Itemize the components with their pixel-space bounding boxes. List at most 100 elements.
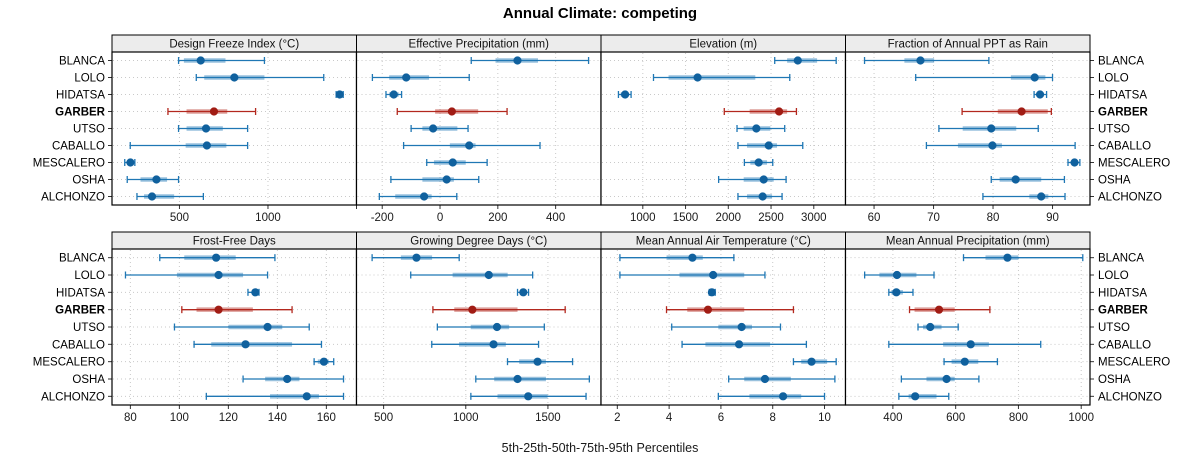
site-label-left: MESCALERO	[33, 357, 105, 369]
x-tick-label: 1500	[535, 412, 561, 424]
panel-mean-annual-precipitation-mm: Mean Annual Precipitation (mm) 400 600 800 1…	[844, 231, 1170, 424]
median-dot	[428, 124, 438, 133]
median-dot	[319, 357, 329, 366]
median-dot	[202, 141, 211, 150]
median-dot	[807, 357, 816, 366]
median-dot	[212, 253, 221, 262]
panel-elevation-m: Elevation (m) 1000 1500 2000 2500 3000	[600, 34, 847, 224]
site-label-right: LOLO	[1098, 270, 1129, 282]
site-label-right: HIDATSA	[1098, 90, 1147, 102]
median-dot	[447, 107, 456, 116]
median-dot	[707, 288, 716, 297]
series-caballo	[431, 340, 540, 349]
series-lolo	[371, 73, 470, 82]
series-caballo	[193, 340, 323, 349]
median-dot	[764, 141, 773, 150]
median-dot	[420, 192, 429, 201]
median-dot	[214, 270, 223, 280]
median-dot	[926, 322, 935, 332]
median-dot	[489, 340, 498, 349]
median-dot	[734, 340, 744, 349]
x-tick-label: 1000	[453, 412, 479, 424]
median-dot	[987, 124, 996, 133]
series-lolo	[915, 73, 1054, 82]
median-dot	[793, 56, 802, 65]
median-dot	[412, 253, 421, 262]
site-label-right: BLANCA	[1098, 253, 1144, 265]
site-label-left: ALCHONZO	[41, 192, 105, 204]
median-dot	[389, 90, 398, 99]
panel-design-freeze-index-c: Design Freeze Index (°C) 500 1000 BLANCA LOL…	[33, 34, 358, 224]
panel-title: Frost-Free Days	[193, 236, 276, 248]
site-label-left: LOLO	[74, 270, 105, 282]
site-label-right: MESCALERO	[1098, 357, 1170, 369]
series-hidatsa	[385, 90, 403, 99]
panel-title: Mean Annual Air Temperature (°C)	[636, 236, 811, 248]
median-dot	[230, 73, 239, 82]
series-caballo	[402, 141, 541, 150]
median-dot	[693, 73, 702, 82]
site-label-left: GARBER	[55, 107, 106, 119]
x-tick-label: 400	[883, 412, 902, 424]
series-osha	[475, 374, 590, 384]
median-dot	[448, 158, 457, 167]
series-lolo	[652, 73, 791, 82]
series-osha	[900, 374, 980, 384]
series-utso	[671, 322, 782, 332]
site-label-left: BLANCA	[59, 253, 105, 265]
median-dot	[513, 56, 522, 65]
series-blanca	[962, 253, 1084, 262]
median-dot	[263, 322, 272, 332]
median-dot	[335, 90, 344, 99]
series-osha	[390, 175, 480, 184]
panel-border	[844, 51, 1091, 206]
series-alchonzo	[898, 392, 950, 401]
series-osha	[717, 175, 787, 184]
median-dot	[1011, 175, 1020, 184]
series-lolo	[863, 270, 935, 280]
x-tick-label: 500	[170, 212, 189, 224]
median-dot	[1035, 90, 1045, 99]
median-dot	[402, 73, 411, 82]
series-caballo	[129, 141, 249, 150]
site-label-left: LOLO	[74, 73, 105, 85]
series-caballo	[737, 141, 804, 150]
x-tick-label: 1500	[673, 212, 699, 224]
x-tick-label: 80	[124, 412, 137, 424]
series-caballo	[888, 340, 1042, 349]
series-hidatsa	[516, 288, 530, 297]
median-dot	[209, 107, 219, 116]
series-blanca	[159, 253, 276, 262]
series-osha	[126, 175, 180, 184]
axis-caption: 5th-25th-50th-75th-95th Percentiles	[501, 441, 699, 455]
site-label-right: GARBER	[1098, 107, 1149, 119]
median-dot	[524, 392, 533, 401]
median-dot	[988, 141, 997, 150]
site-label-left: OSHA	[72, 374, 105, 386]
series-alchonzo	[737, 192, 783, 201]
median-dot	[774, 107, 784, 116]
series-garber	[665, 305, 795, 314]
series-utso	[410, 124, 469, 133]
series-mescalero	[426, 158, 488, 167]
median-dot	[892, 288, 901, 297]
x-tick-label: 0	[437, 212, 443, 224]
x-tick-label: 3000	[801, 212, 827, 224]
series-hidatsa	[707, 288, 716, 297]
series-garber	[432, 305, 566, 314]
median-dot	[251, 288, 260, 297]
median-dot	[492, 322, 502, 332]
median-dot	[201, 124, 211, 133]
median-dot	[703, 305, 713, 314]
series-hidatsa	[888, 288, 914, 297]
site-label-right: ALCHONZO	[1098, 192, 1162, 204]
series-hidatsa	[247, 288, 260, 297]
median-dot	[709, 270, 718, 280]
median-dot	[942, 374, 951, 384]
x-tick-label: 160	[317, 412, 336, 424]
series-blanca	[470, 56, 590, 65]
series-hidatsa	[1033, 90, 1048, 99]
x-tick-label: 500	[374, 412, 393, 424]
series-osha	[728, 374, 836, 384]
x-tick-label: 2500	[758, 212, 784, 224]
